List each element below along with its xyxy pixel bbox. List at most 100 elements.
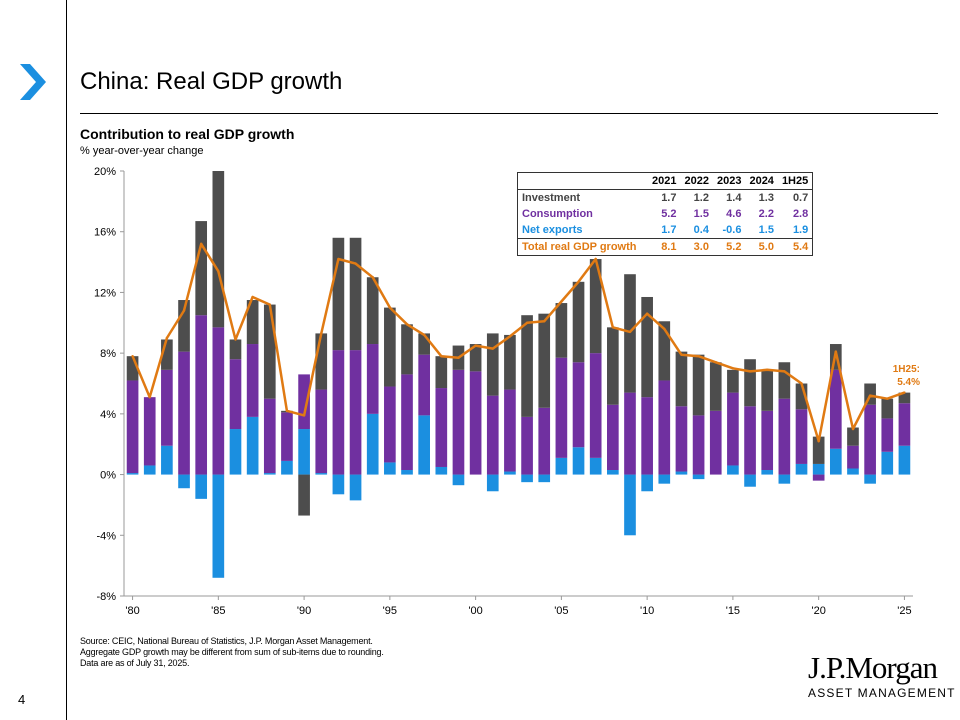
x-tick-label: '10 <box>640 605 654 617</box>
point-total-gdp <box>783 370 786 373</box>
point-total-gdp <box>148 395 151 399</box>
table-row-investment: Investment 1.7 1.2 1.4 1.3 0.7 <box>518 190 813 207</box>
table-cell: 2.2 <box>758 208 774 220</box>
bar-consumption <box>521 416 533 475</box>
bar-investment <box>812 436 825 464</box>
y-tick-label: 12% <box>94 287 116 299</box>
brand-subtitle: ASSET MANAGEMENT <box>808 686 956 700</box>
table-row-consumption: Consumption 5.2 1.5 4.6 2.2 2.8 <box>518 206 813 222</box>
bar-net-exports <box>126 473 139 475</box>
point-total-gdp <box>234 338 237 341</box>
bar-net-exports <box>504 471 516 475</box>
point-total-gdp <box>868 394 872 397</box>
bar-net-exports <box>727 465 739 475</box>
bar-consumption <box>744 406 756 475</box>
bar-investment <box>401 324 413 375</box>
chevron-right-icon <box>20 64 46 100</box>
annotation-label: 1H25: <box>893 364 920 375</box>
bar-investment <box>624 274 636 393</box>
bar-net-exports <box>229 429 242 475</box>
point-total-gdp <box>405 323 409 326</box>
unit-label: % year-over-year change <box>80 145 204 157</box>
bar-investment <box>555 303 568 358</box>
table-header-cell: 2023 <box>712 172 746 190</box>
table-header-row: 2021 2022 2023 2024 1H25 <box>517 172 813 190</box>
point-total-gdp <box>714 361 717 364</box>
bar-consumption <box>572 362 585 448</box>
bar-consumption <box>366 344 379 414</box>
bar-net-exports <box>298 429 310 475</box>
bar-consumption <box>195 315 208 475</box>
bar-net-exports <box>812 463 825 475</box>
bar-net-exports <box>624 474 636 536</box>
table-row-total: Total real GDP growth 8.1 3.0 5.2 5.0 5.… <box>517 238 813 256</box>
bar-net-exports <box>778 474 791 484</box>
bar-net-exports <box>795 463 808 475</box>
point-total-gdp <box>577 280 580 284</box>
y-tick-label: 16% <box>94 227 116 239</box>
point-total-gdp <box>611 326 615 329</box>
bar-consumption <box>675 406 688 472</box>
point-total-gdp <box>800 382 803 385</box>
table-cell: 1.4 <box>726 192 742 204</box>
bar-investment <box>435 356 448 389</box>
x-tick-label: '80 <box>125 605 139 617</box>
bar-consumption <box>864 404 876 475</box>
bar-consumption <box>486 395 499 475</box>
chart-subtitle: Contribution to real GDP growth <box>80 126 295 142</box>
point-total-gdp <box>491 347 494 350</box>
x-tick-label: '15 <box>726 605 740 617</box>
table-cell: 0.7 <box>792 192 809 204</box>
bar-consumption <box>126 380 139 474</box>
table-cell: 1.5 <box>693 208 709 220</box>
table-header-cell: 1H25 <box>777 172 813 190</box>
bar-net-exports <box>384 462 396 475</box>
bar-investment <box>486 333 499 396</box>
point-total-gdp <box>251 295 254 299</box>
bar-investment <box>332 237 345 351</box>
table-cell: 1.5 <box>758 224 774 236</box>
point-total-gdp <box>302 414 306 417</box>
bar-net-exports <box>744 474 756 487</box>
point-total-gdp <box>594 257 597 261</box>
bar-investment <box>161 339 173 370</box>
bar-net-exports <box>263 473 276 475</box>
bar-consumption <box>452 369 465 475</box>
point-total-gdp <box>440 354 443 358</box>
point-total-gdp <box>645 312 649 315</box>
point-total-gdp <box>268 303 271 306</box>
point-total-gdp <box>508 335 512 338</box>
source-notes: Source: CEIC, National Bureau of Statist… <box>80 636 384 669</box>
bar-consumption <box>401 374 413 471</box>
point-total-gdp <box>628 330 632 334</box>
bar-net-exports <box>641 474 653 492</box>
bar-investment <box>521 315 533 417</box>
table-row-label: Consumption <box>522 208 593 220</box>
bar-consumption <box>692 415 705 475</box>
point-total-gdp <box>422 333 426 337</box>
bar-consumption <box>778 398 791 475</box>
bar-net-exports <box>401 470 413 475</box>
point-total-gdp <box>834 350 838 353</box>
point-total-gdp <box>731 367 735 370</box>
point-total-gdp <box>474 344 477 347</box>
table-cell: 1.3 <box>758 192 774 204</box>
point-total-gdp <box>165 336 169 340</box>
point-total-gdp <box>886 397 889 400</box>
bar-net-exports <box>761 470 774 475</box>
point-total-gdp <box>182 309 186 312</box>
bar-net-exports <box>366 413 379 475</box>
x-tick-label: '85 <box>211 605 225 617</box>
point-total-gdp <box>199 242 203 246</box>
bar-consumption <box>898 403 911 446</box>
point-total-gdp <box>457 356 460 359</box>
bar-investment <box>212 171 225 328</box>
bar-investment <box>229 339 242 360</box>
bar-investment <box>709 362 722 411</box>
y-tick-label: -4% <box>96 530 116 542</box>
x-tick-label: '25 <box>897 605 911 617</box>
bar-consumption <box>332 350 345 475</box>
bar-net-exports <box>178 474 190 489</box>
x-tick-label: '90 <box>297 605 311 617</box>
point-total-gdp <box>388 306 392 309</box>
